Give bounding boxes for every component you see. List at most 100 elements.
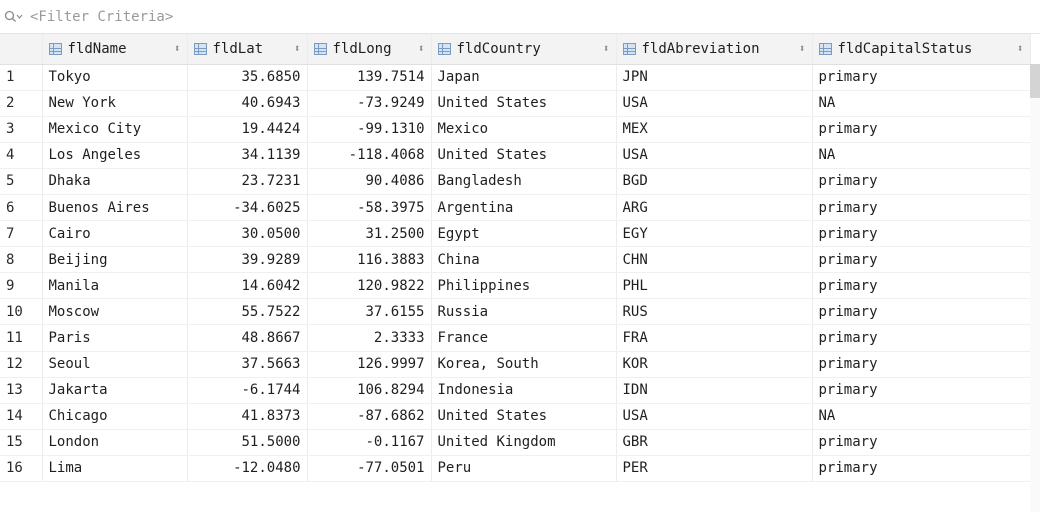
cell-fldLat[interactable]: 37.5663 — [187, 351, 308, 378]
cell-fldCountry[interactable]: China — [431, 246, 617, 274]
cell-fldName[interactable]: Buenos Aires — [42, 194, 188, 222]
vertical-scrollbar[interactable] — [1030, 64, 1040, 512]
cell-fldName[interactable]: London — [42, 429, 188, 456]
cell-fldCapitalStatus[interactable]: primary — [812, 116, 1031, 143]
cell-fldName[interactable]: Seoul — [42, 351, 188, 378]
table-row[interactable]: 6 Buenos Aires -34.6025 -58.3975 Argentina AR… — [0, 194, 1031, 222]
cell-fldAbreviation[interactable]: USA — [616, 403, 813, 430]
cell-fldCapitalStatus[interactable]: primary — [812, 64, 1031, 91]
cell-fldName[interactable]: Tokyo — [42, 64, 188, 91]
cell-fldAbreviation[interactable]: USA — [616, 90, 813, 117]
cell-fldCountry[interactable]: Russia — [431, 298, 617, 326]
cell-fldLong[interactable]: 126.9997 — [307, 351, 432, 378]
column-header-fldCountry[interactable]: fldCountry ⬍ — [431, 34, 617, 65]
cell-fldName[interactable]: Manila — [42, 272, 188, 300]
cell-fldLat[interactable]: -6.1744 — [187, 377, 308, 404]
sort-icon[interactable]: ⬍ — [293, 42, 301, 56]
cell-fldCountry[interactable]: United States — [431, 90, 617, 117]
cell-fldAbreviation[interactable]: USA — [616, 142, 813, 169]
cell-fldCountry[interactable]: United Kingdom — [431, 429, 617, 456]
cell-fldCapitalStatus[interactable]: NA — [812, 90, 1031, 117]
cell-fldName[interactable]: Dhaka — [42, 168, 188, 195]
table-row[interactable]: 8 Beijing 39.9289 116.3883 China CHN primary — [0, 246, 1031, 274]
cell-fldAbreviation[interactable]: PHL — [616, 272, 813, 300]
cell-fldAbreviation[interactable]: MEX — [616, 116, 813, 143]
cell-fldLong[interactable]: 139.7514 — [307, 64, 432, 91]
cell-fldCountry[interactable]: Mexico — [431, 116, 617, 143]
cell-fldLat[interactable]: 51.5000 — [187, 429, 308, 456]
table-row[interactable]: 5 Dhaka 23.7231 90.4086 Bangladesh BGD primary — [0, 168, 1031, 195]
cell-fldLong[interactable]: 90.4086 — [307, 168, 432, 195]
table-row[interactable]: 10 Moscow 55.7522 37.6155 Russia RUS primary — [0, 298, 1031, 326]
sort-icon[interactable]: ⬍ — [602, 42, 610, 56]
cell-fldLong[interactable]: -73.9249 — [307, 90, 432, 117]
table-row[interactable]: 1 Tokyo 35.6850 139.7514 Japan JPN primary — [0, 64, 1031, 91]
column-header-fldCapitalStatus[interactable]: fldCapitalStatus ⬍ — [812, 34, 1031, 65]
cell-fldLat[interactable]: 39.9289 — [187, 246, 308, 274]
cell-fldCountry[interactable]: United States — [431, 142, 617, 169]
scrollbar-thumb[interactable] — [1030, 64, 1040, 98]
cell-fldAbreviation[interactable]: KOR — [616, 351, 813, 378]
cell-fldLong[interactable]: 106.8294 — [307, 377, 432, 404]
table-row[interactable]: 2 New York 40.6943 -73.9249 United States USA… — [0, 90, 1031, 117]
cell-fldCountry[interactable]: Bangladesh — [431, 168, 617, 195]
cell-fldAbreviation[interactable]: JPN — [616, 64, 813, 91]
column-header-fldLat[interactable]: fldLat ⬍ — [187, 34, 308, 65]
cell-fldAbreviation[interactable]: IDN — [616, 377, 813, 404]
cell-fldLong[interactable]: 116.3883 — [307, 246, 432, 274]
cell-fldName[interactable]: Beijing — [42, 246, 188, 274]
cell-fldLong[interactable]: 120.9822 — [307, 272, 432, 300]
sort-icon[interactable]: ⬍ — [173, 42, 181, 56]
column-header-fldName[interactable]: fldName ⬍ — [42, 34, 188, 65]
column-header-fldAbreviation[interactable]: fldAbreviation ⬍ — [616, 34, 813, 65]
table-row[interactable]: 9 Manila 14.6042 120.9822 Philippines PHL prim… — [0, 272, 1031, 300]
cell-fldCountry[interactable]: Egypt — [431, 220, 617, 248]
cell-fldCountry[interactable]: Japan — [431, 64, 617, 91]
cell-fldLat[interactable]: 48.8667 — [187, 324, 308, 352]
cell-fldName[interactable]: Chicago — [42, 403, 188, 430]
cell-fldName[interactable]: Los Angeles — [42, 142, 188, 169]
cell-fldName[interactable]: Cairo — [42, 220, 188, 248]
cell-fldName[interactable]: New York — [42, 90, 188, 117]
cell-fldLat[interactable]: 34.1139 — [187, 142, 308, 169]
cell-fldLong[interactable]: -0.1167 — [307, 429, 432, 456]
cell-fldLat[interactable]: 40.6943 — [187, 90, 308, 117]
cell-fldCapitalStatus[interactable]: primary — [812, 429, 1031, 456]
cell-fldName[interactable]: Moscow — [42, 298, 188, 326]
cell-fldName[interactable]: Mexico City — [42, 116, 188, 143]
cell-fldCountry[interactable]: Indonesia — [431, 377, 617, 404]
cell-fldAbreviation[interactable]: GBR — [616, 429, 813, 456]
cell-fldCapitalStatus[interactable]: NA — [812, 403, 1031, 430]
cell-fldAbreviation[interactable]: ARG — [616, 194, 813, 222]
cell-fldCapitalStatus[interactable]: NA — [812, 142, 1031, 169]
table-row[interactable]: 14 Chicago 41.8373 -87.6862 United States USA… — [0, 403, 1031, 430]
cell-fldLong[interactable]: -118.4068 — [307, 142, 432, 169]
cell-fldLong[interactable]: 2.3333 — [307, 324, 432, 352]
cell-fldLat[interactable]: 14.6042 — [187, 272, 308, 300]
cell-fldLong[interactable]: 37.6155 — [307, 298, 432, 326]
cell-fldLat[interactable]: 35.6850 — [187, 64, 308, 91]
cell-fldCountry[interactable]: United States — [431, 403, 617, 430]
cell-fldName[interactable]: Paris — [42, 324, 188, 352]
cell-fldCapitalStatus[interactable]: primary — [812, 272, 1031, 300]
cell-fldLat[interactable]: 55.7522 — [187, 298, 308, 326]
cell-fldLat[interactable]: 19.4424 — [187, 116, 308, 143]
column-header-fldLong[interactable]: fldLong ⬍ — [307, 34, 432, 65]
cell-fldAbreviation[interactable]: RUS — [616, 298, 813, 326]
cell-fldCountry[interactable]: Argentina — [431, 194, 617, 222]
filter-criteria-input[interactable] — [30, 8, 430, 25]
table-row[interactable]: 12 Seoul 37.5663 126.9997 Korea, South KOR pri… — [0, 351, 1031, 378]
cell-fldCapitalStatus[interactable]: primary — [812, 377, 1031, 404]
cell-fldAbreviation[interactable]: EGY — [616, 220, 813, 248]
table-row[interactable]: 7 Cairo 30.0500 31.2500 Egypt EGY primary — [0, 220, 1031, 248]
cell-fldCountry[interactable]: Korea, South — [431, 351, 617, 378]
cell-fldLat[interactable]: 23.7231 — [187, 168, 308, 195]
cell-fldCountry[interactable]: France — [431, 324, 617, 352]
sort-icon[interactable]: ⬍ — [417, 42, 425, 56]
cell-fldAbreviation[interactable]: CHN — [616, 246, 813, 274]
table-row[interactable]: 15 London 51.5000 -0.1167 United Kingdom GBR p… — [0, 429, 1031, 456]
cell-fldCapitalStatus[interactable]: primary — [812, 298, 1031, 326]
cell-fldCapitalStatus[interactable]: primary — [812, 246, 1031, 274]
table-row[interactable]: 16 Lima -12.0480 -77.0501 Peru PER primary — [0, 455, 1031, 483]
cell-fldCountry[interactable]: Philippines — [431, 272, 617, 300]
